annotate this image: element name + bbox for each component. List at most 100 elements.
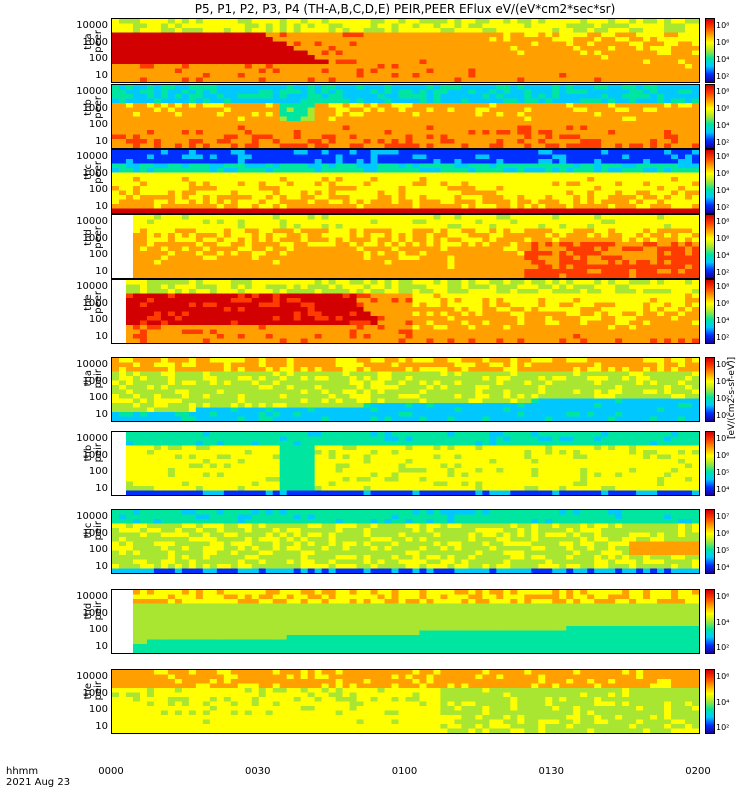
y-tick-label: 10 <box>95 135 108 147</box>
spectrogram-panel-thb-peir <box>111 431 700 496</box>
y-tick-label: 1000 <box>82 687 108 699</box>
colorbar-tick-label: 10⁶ <box>716 299 730 308</box>
colorbar-tick-label: 10⁵ <box>716 546 730 555</box>
colorbar-tick-label: 10⁴ <box>716 316 730 325</box>
colorbar-tick-label: 10⁴ <box>716 55 730 64</box>
colorbar <box>705 669 715 734</box>
chart-title: P5, P1, P2, P3, P4 (TH-A,B,C,D,E) PEIR,P… <box>194 2 616 16</box>
y-tick-label: 10000 <box>76 670 108 682</box>
colorbar-tick-label: 10⁷ <box>716 512 730 521</box>
colorbar-tick-label: 10⁶ <box>716 169 730 178</box>
colorbar-tick-label: 10⁸ <box>716 217 730 226</box>
y-tick-label: 10 <box>95 720 108 732</box>
colorbar-tick-label: 10² <box>716 72 730 81</box>
y-tick-label: 10 <box>95 265 108 277</box>
x-tick-label: 0100 <box>391 766 418 777</box>
y-tick-label: 1000 <box>82 607 108 619</box>
y-tick-label: 1000 <box>82 297 108 309</box>
y-tick-label: 10 <box>95 482 108 494</box>
y-tick-label: 10 <box>95 330 108 342</box>
y-tick-label: 100 <box>88 392 108 404</box>
y-tick-label: 100 <box>88 53 108 65</box>
y-tick-label: 10000 <box>76 432 108 444</box>
colorbar-units-label: [eV/(cm2-s-sr-eV)] <box>727 356 737 439</box>
colorbar <box>705 279 715 344</box>
colorbar-tick-label: 10⁴ <box>716 186 730 195</box>
x-tick-label: 0030 <box>245 766 271 777</box>
colorbar-tick-label: 10⁶ <box>716 451 730 460</box>
spectrogram-panel-thc-peir <box>111 509 700 574</box>
spectrogram-image <box>112 85 699 148</box>
colorbar-tick-label: 10⁸ <box>716 21 730 30</box>
y-tick-label: 10000 <box>76 590 108 602</box>
y-tick-label: 10 <box>95 640 108 652</box>
spectrogram-panel-thb-peer <box>111 84 700 149</box>
spectrogram-image <box>132 590 699 653</box>
y-tick-label: 100 <box>88 184 108 196</box>
colorbar-tick-label: 10⁶ <box>716 592 730 601</box>
colorbar-tick-label: 10⁴ <box>716 377 730 386</box>
colorbar-tick-label: 10⁴ <box>716 121 730 130</box>
colorbar-tick-label: 10⁴ <box>716 617 730 627</box>
y-tick-label: 10000 <box>76 19 108 31</box>
colorbar <box>705 84 715 149</box>
colorbar-tick-label: 10² <box>716 138 730 147</box>
spectrogram-panel-thc-peer <box>111 149 700 214</box>
spectrogram-image <box>125 432 699 495</box>
y-tick-label: 1000 <box>82 102 108 114</box>
y-tick-label: 10000 <box>76 358 108 370</box>
x-tick-label: 0000 <box>98 766 124 777</box>
colorbar <box>705 214 715 279</box>
colorbar-tick-label: 10² <box>716 723 730 732</box>
y-tick-label: 1000 <box>82 167 108 179</box>
spectrogram-image <box>112 150 699 213</box>
colorbar-tick-label: 10² <box>716 394 730 403</box>
colorbar-tick-label: 10⁶ <box>716 104 730 113</box>
colorbar <box>705 509 715 574</box>
y-tick-label: 10000 <box>76 215 108 227</box>
colorbar-tick-label: 10⁵ <box>716 468 730 477</box>
y-tick-label: 100 <box>88 544 108 556</box>
y-tick-label: 10000 <box>76 85 108 97</box>
y-tick-label: 10 <box>95 69 108 81</box>
spectrogram-panel-the-peer <box>111 279 700 344</box>
colorbar-tick-label: 10⁶ <box>716 360 730 369</box>
colorbar-tick-label: 10⁶ <box>716 672 730 681</box>
spectrogram-panel-thd-peer <box>111 214 700 279</box>
colorbar <box>705 589 715 654</box>
colorbar-tick-label: 10⁰ <box>716 411 730 420</box>
x-tick-label: 0130 <box>538 766 564 777</box>
spectrogram-image <box>112 358 699 421</box>
colorbar-tick-label: 10² <box>716 203 730 212</box>
spectrogram-panel-the-peir <box>111 669 700 734</box>
x-axis-label: 2021 Aug 23 <box>6 777 71 788</box>
y-tick-label: 10000 <box>76 510 108 522</box>
spectrogram-image <box>112 670 699 733</box>
colorbar-tick-label: 10⁸ <box>716 152 730 161</box>
spectrogram-image <box>112 19 699 82</box>
y-tick-label: 100 <box>88 249 108 261</box>
colorbar-tick-label: 10² <box>716 643 730 652</box>
y-tick-label: 10000 <box>76 280 108 292</box>
y-tick-label: 100 <box>88 704 108 716</box>
spectrogram-image <box>132 215 699 278</box>
colorbar-tick-label: 10⁴ <box>716 563 730 572</box>
colorbar-tick-label: 10⁶ <box>716 529 730 538</box>
colorbar <box>705 18 715 83</box>
colorbar-tick-label: 10⁴ <box>716 485 730 494</box>
y-tick-label: 10 <box>95 408 108 420</box>
colorbar-tick-label: 10² <box>716 268 730 277</box>
y-tick-label: 10000 <box>76 150 108 162</box>
x-axis-label: hhmm <box>6 766 39 777</box>
colorbar <box>705 357 715 422</box>
spectrogram-image <box>112 510 699 573</box>
y-tick-label: 100 <box>88 466 108 478</box>
colorbar-tick-label: 10⁶ <box>716 234 730 243</box>
x-tick-label: 0200 <box>685 766 711 777</box>
y-tick-label: 10 <box>95 560 108 572</box>
colorbar-tick-label: 10⁴ <box>716 251 730 260</box>
y-tick-label: 1000 <box>82 232 108 244</box>
y-tick-label: 100 <box>88 119 108 131</box>
colorbar-tick-label: 10⁷ <box>716 434 730 443</box>
colorbar <box>705 431 715 496</box>
